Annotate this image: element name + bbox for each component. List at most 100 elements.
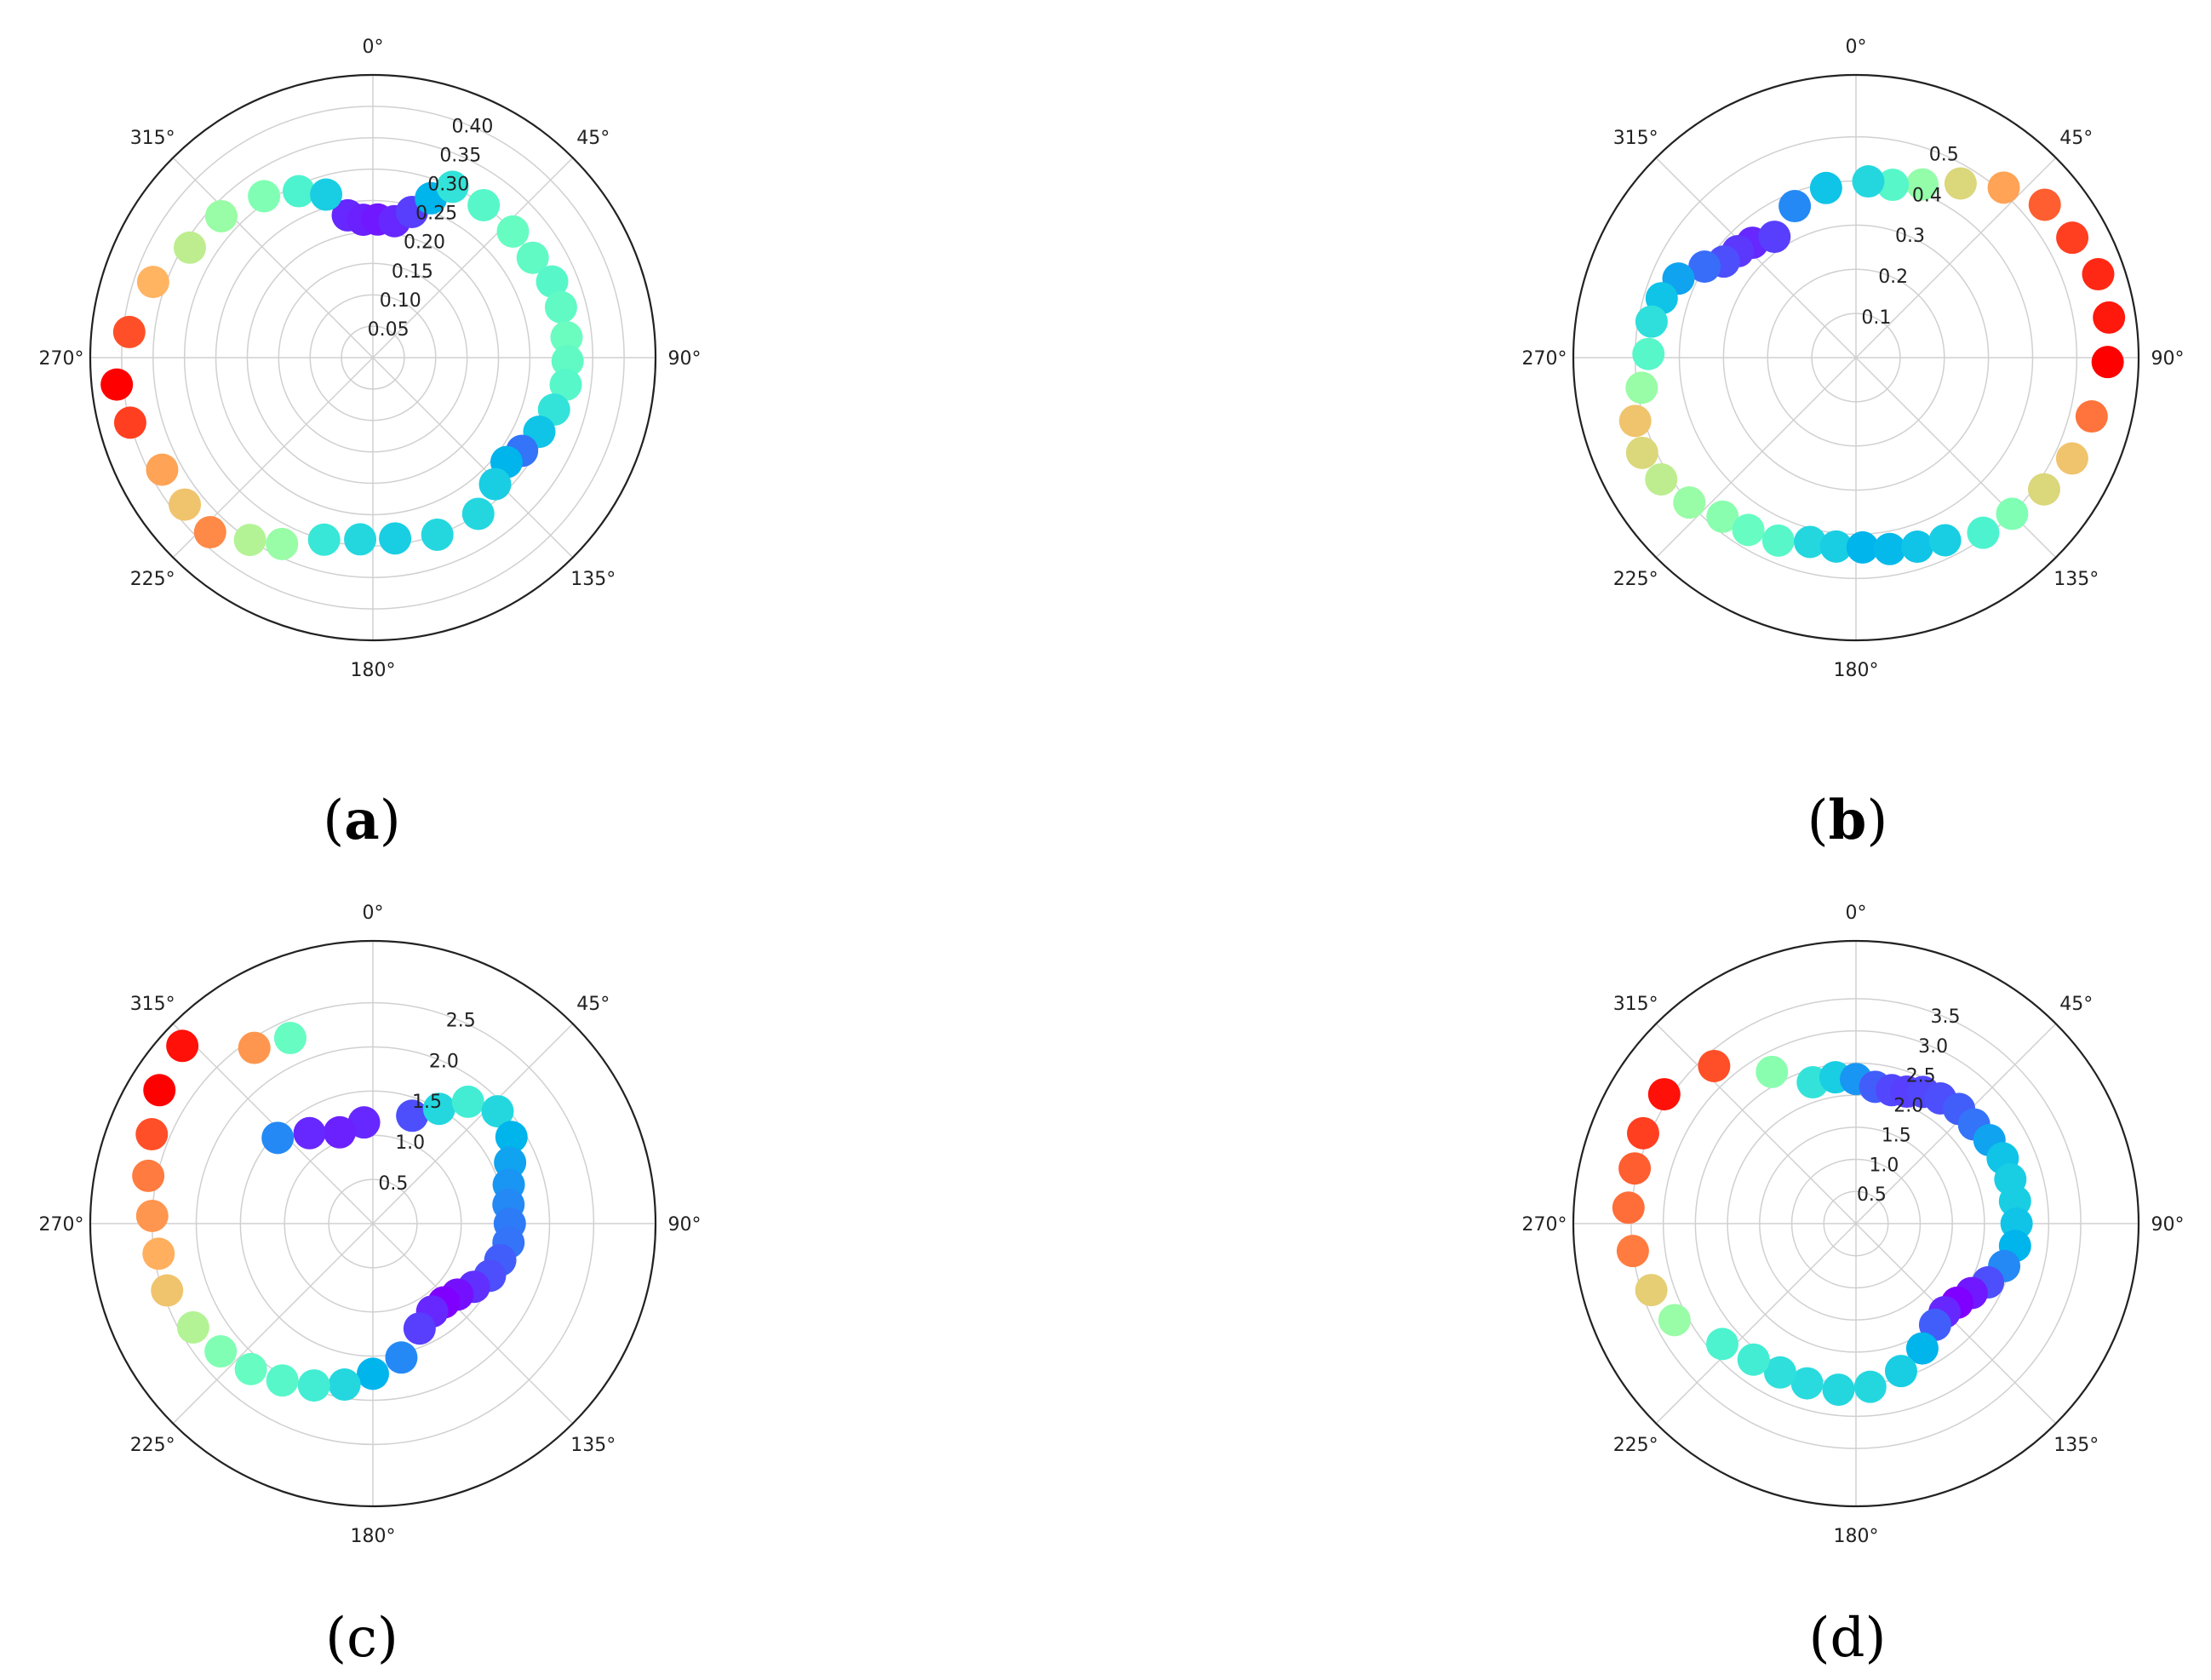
data-point — [347, 1106, 381, 1139]
data-point — [151, 1274, 184, 1307]
data-point — [204, 1335, 238, 1368]
data-point — [2082, 258, 2115, 291]
theta-grid-line — [372, 1223, 574, 1425]
r-tick-label: 1.5 — [1882, 1125, 1911, 1146]
data-point — [135, 1118, 169, 1151]
data-point — [2075, 400, 2108, 433]
data-point — [436, 170, 469, 204]
data-point — [1928, 524, 1962, 557]
theta-tick-label: 135° — [2053, 1435, 2099, 1456]
r-tick-label: 2.5 — [1906, 1066, 1936, 1087]
r-tick-label: 0.2 — [1878, 267, 1908, 288]
theta-tick-label: 270° — [1522, 348, 1567, 370]
data-point — [1790, 1367, 1824, 1400]
caption-c: (c) — [325, 1607, 398, 1670]
data-point — [266, 527, 299, 560]
data-point — [142, 1237, 175, 1270]
data-point — [1737, 1343, 1770, 1376]
data-point — [1819, 530, 1853, 563]
data-point — [1616, 1235, 1649, 1268]
data-point — [1688, 250, 1721, 284]
data-point — [1647, 1078, 1681, 1111]
data-point — [297, 1369, 330, 1402]
r-tick-label: 2.0 — [429, 1051, 459, 1072]
data-point — [1852, 165, 1885, 198]
data-point — [1906, 168, 1939, 201]
theta-grid-line — [1655, 357, 1857, 559]
data-point — [1905, 1332, 1939, 1365]
data-point — [1756, 1055, 1789, 1088]
data-point — [379, 522, 412, 555]
data-point — [1967, 516, 2000, 549]
data-point — [1794, 525, 1827, 559]
r-tick-label: 0.30 — [427, 175, 469, 196]
r-tick-label: 0.3 — [1895, 226, 1925, 247]
theta-tick-label: 45° — [576, 128, 610, 149]
r-tick-label: 0.10 — [380, 290, 421, 312]
theta-tick-label: 135° — [570, 569, 616, 590]
data-point — [421, 518, 454, 551]
theta-tick-label: 90° — [668, 1214, 702, 1236]
data-point — [310, 178, 343, 211]
data-point — [282, 175, 315, 208]
data-point — [248, 180, 281, 213]
data-point — [396, 1099, 429, 1132]
data-point — [100, 368, 134, 401]
theta-tick-label: 225° — [1613, 1435, 1658, 1456]
data-point — [261, 1121, 295, 1155]
theta-tick-label: 225° — [1613, 569, 1658, 590]
data-point — [1809, 171, 1842, 204]
data-point — [516, 241, 549, 274]
data-point — [1618, 1152, 1652, 1185]
data-point — [1846, 530, 1879, 564]
data-point — [536, 265, 569, 298]
r-tick-label: 0.5 — [378, 1173, 408, 1195]
theta-tick-label: 0° — [363, 903, 384, 924]
data-point — [1853, 1370, 1887, 1403]
caption-d: (d) — [1809, 1607, 1887, 1670]
data-point — [135, 1199, 169, 1232]
data-point — [478, 467, 512, 501]
r-tick-label: 1.0 — [395, 1132, 425, 1154]
data-point — [1758, 221, 1791, 254]
polar-frame — [89, 939, 657, 1508]
data-point — [143, 1074, 176, 1107]
data-point — [1876, 169, 1910, 202]
data-point — [495, 1121, 528, 1154]
data-point — [266, 1364, 299, 1397]
r-tick-label: 0.20 — [404, 232, 445, 254]
r-tick-label: 0.5 — [1857, 1184, 1887, 1206]
data-point — [2028, 188, 2061, 221]
theta-tick-label: 180° — [351, 1526, 396, 1547]
data-point — [1612, 1191, 1645, 1224]
data-point — [112, 315, 146, 348]
theta-grid-line — [1655, 1023, 1857, 1224]
data-point — [1635, 305, 1668, 338]
data-point — [1625, 436, 1658, 469]
r-tick-label: 2.0 — [1893, 1096, 1923, 1117]
data-point — [451, 1085, 484, 1118]
theta-tick-label: 270° — [1522, 1214, 1567, 1236]
r-tick-label: 0.1 — [1861, 307, 1891, 329]
caption-b: (b) — [1807, 788, 1888, 852]
theta-tick-label: 0° — [1846, 903, 1867, 924]
theta-tick-label: 315° — [1613, 128, 1658, 149]
data-point — [1632, 337, 1665, 370]
data-point — [307, 523, 341, 556]
data-point — [273, 1022, 306, 1055]
data-point — [169, 488, 202, 521]
data-point — [2055, 442, 2088, 475]
data-point — [132, 1159, 165, 1192]
r-tick-label: 3.5 — [1931, 1006, 1961, 1028]
data-point — [1635, 1274, 1668, 1307]
theta-tick-label: 45° — [2059, 994, 2093, 1015]
data-point — [550, 321, 583, 354]
r-tick-label: 1.0 — [1869, 1155, 1899, 1176]
data-point — [2093, 301, 2126, 334]
data-point — [173, 231, 206, 264]
data-point — [544, 290, 577, 324]
data-point — [385, 1341, 418, 1374]
data-point — [1987, 171, 2020, 204]
theta-grid-line — [172, 1223, 374, 1425]
